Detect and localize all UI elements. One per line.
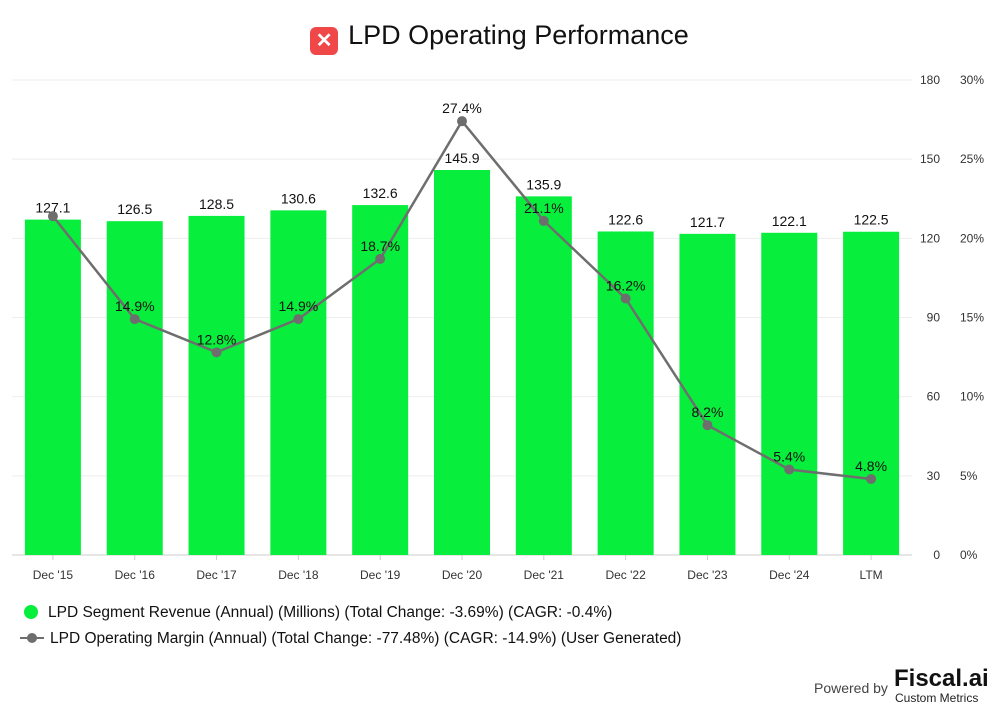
left-axis-tick: 180 bbox=[920, 73, 940, 87]
company-logo-icon: ✕ bbox=[310, 27, 339, 55]
revenue-bar-label: 126.5 bbox=[117, 201, 152, 217]
margin-point-label: 12.8% bbox=[197, 331, 237, 347]
margin-point bbox=[47, 211, 58, 222]
revenue-bar-label: 128.5 bbox=[199, 196, 234, 212]
right-axis-tick: 25% bbox=[960, 152, 984, 166]
revenue-bar-label: 121.7 bbox=[690, 214, 725, 230]
right-axis-tick: 20% bbox=[960, 231, 984, 245]
margin-point bbox=[702, 420, 713, 431]
x-axis-tick: Dec '22 bbox=[605, 568, 646, 582]
chart-title: ✕ LPD Operating Performance bbox=[0, 20, 999, 55]
margin-point-label: 14.9% bbox=[279, 298, 319, 314]
revenue-bar bbox=[188, 215, 245, 555]
x-axis-tick: Dec '20 bbox=[442, 568, 483, 582]
legend-item-margin[interactable]: LPD Operating Margin (Annual) (Total Cha… bbox=[20, 630, 681, 648]
right-axis-tick: 5% bbox=[960, 469, 978, 483]
revenue-bar bbox=[24, 219, 81, 555]
margin-point bbox=[620, 293, 631, 304]
x-axis-tick: Dec '21 bbox=[524, 568, 565, 582]
margin-point bbox=[784, 464, 795, 475]
right-axis-tick: 15% bbox=[960, 311, 984, 325]
x-axis-tick: Dec '17 bbox=[196, 568, 237, 582]
left-axis-tick: 0 bbox=[933, 548, 940, 562]
margin-point bbox=[866, 474, 877, 484]
margin-point bbox=[211, 347, 222, 358]
margin-point-label: 4.8% bbox=[855, 458, 887, 474]
margin-point-label: 16.2% bbox=[606, 278, 646, 294]
x-axis-tick: Dec '18 bbox=[278, 568, 319, 582]
brand-sub: Custom Metrics bbox=[895, 691, 979, 705]
right-axis-tick: 10% bbox=[960, 390, 984, 404]
margin-point-label: 14.9% bbox=[115, 298, 155, 314]
legend-label: LPD Operating Margin (Annual) (Total Cha… bbox=[50, 630, 682, 647]
legend-item-revenue[interactable]: LPD Segment Revenue (Annual) (Millions) … bbox=[24, 604, 612, 622]
revenue-bar-label: 130.6 bbox=[281, 190, 316, 206]
revenue-bar-label: 127.1 bbox=[35, 200, 70, 216]
margin-point bbox=[538, 215, 549, 226]
margin-point-label: 27.4% bbox=[442, 100, 482, 116]
revenue-bar-label: 122.1 bbox=[772, 213, 807, 229]
margin-point-label: 21.1% bbox=[524, 200, 564, 216]
revenue-bar bbox=[106, 221, 163, 556]
margin-point bbox=[457, 116, 467, 127]
revenue-bar bbox=[434, 169, 490, 555]
right-axis-tick: 30% bbox=[960, 73, 984, 87]
left-axis-tick: 120 bbox=[920, 231, 940, 245]
revenue-bar-label: 132.6 bbox=[363, 185, 398, 201]
margin-point bbox=[293, 314, 304, 325]
x-axis-tick: Dec '16 bbox=[115, 568, 156, 582]
margin-point bbox=[375, 253, 386, 264]
x-axis-tick: Dec '15 bbox=[33, 568, 74, 582]
revenue-bar bbox=[270, 210, 327, 555]
revenue-bar-label: 145.9 bbox=[444, 150, 479, 166]
legend-dot-icon bbox=[24, 605, 38, 619]
revenue-bar bbox=[761, 232, 818, 555]
legend-label: LPD Segment Revenue (Annual) (Millions) … bbox=[48, 604, 613, 621]
margin-point-label: 5.4% bbox=[773, 449, 805, 465]
x-axis-tick: Dec '23 bbox=[687, 568, 728, 582]
title-text: LPD Operating Performance bbox=[348, 20, 689, 50]
left-axis-tick: 90 bbox=[927, 311, 941, 325]
left-axis-tick: 60 bbox=[927, 390, 941, 404]
margin-point bbox=[129, 314, 140, 325]
right-axis-tick: 0% bbox=[960, 548, 978, 562]
x-axis-tick: Dec '24 bbox=[769, 568, 810, 582]
left-axis-tick: 150 bbox=[920, 152, 940, 166]
revenue-bar bbox=[597, 231, 654, 555]
revenue-bar bbox=[515, 196, 572, 555]
revenue-bar-label: 135.9 bbox=[526, 176, 561, 192]
margin-point-label: 18.7% bbox=[360, 238, 400, 254]
revenue-bar-label: 122.6 bbox=[608, 211, 643, 227]
margin-point-label: 8.2% bbox=[691, 404, 723, 420]
x-axis-tick: Dec '19 bbox=[360, 568, 401, 582]
powered-by: Powered by bbox=[814, 680, 888, 696]
revenue-bar bbox=[843, 231, 900, 555]
left-axis-tick: 30 bbox=[927, 469, 941, 483]
legend-line-icon bbox=[20, 633, 44, 643]
brand-logo[interactable]: Fiscal.ai bbox=[894, 665, 989, 692]
revenue-bar-label: 122.5 bbox=[854, 212, 889, 228]
x-axis-tick: LTM bbox=[860, 568, 883, 582]
